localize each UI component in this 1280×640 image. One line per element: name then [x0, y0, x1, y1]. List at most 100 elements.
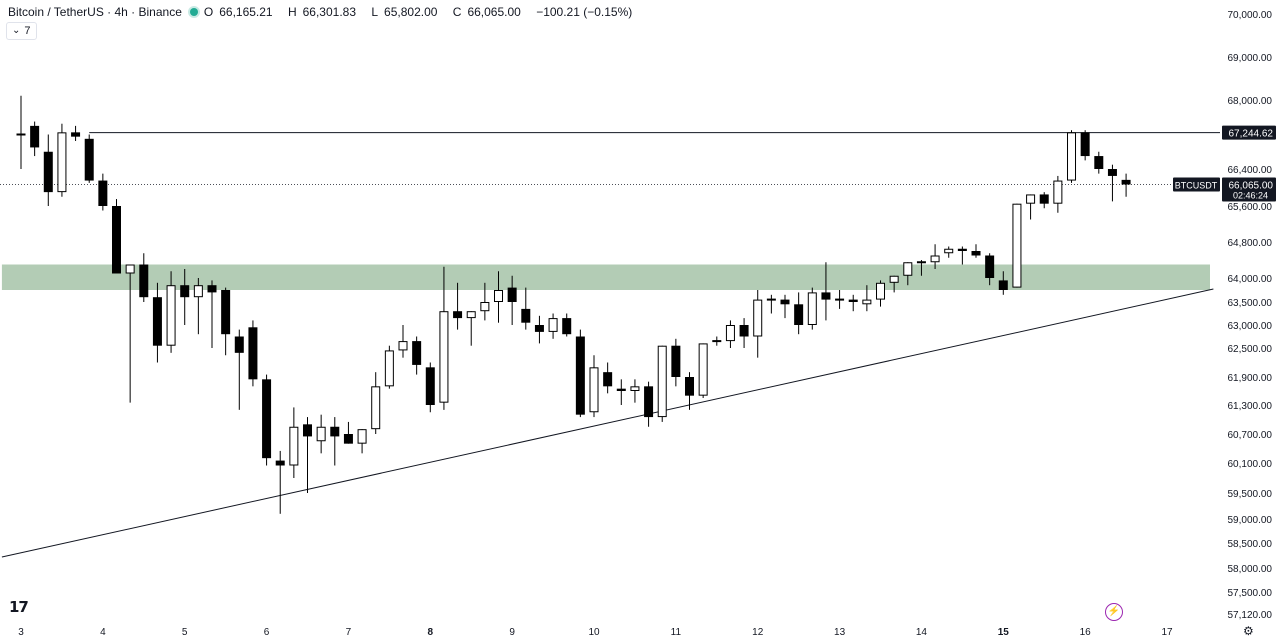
candle: [98, 173, 108, 211]
candle-body: [657, 345, 667, 418]
candle: [1080, 130, 1090, 161]
candle-body: [425, 367, 435, 406]
candle-body: [166, 285, 176, 346]
candle: [1012, 203, 1022, 288]
candle: [439, 266, 449, 410]
candle: [480, 282, 490, 321]
candle: [753, 290, 763, 358]
candle: [57, 123, 67, 197]
candle: [398, 325, 408, 358]
symbol-title[interactable]: Bitcoin / TetherUS · 4h · Binance: [8, 5, 182, 19]
low-label: L: [371, 5, 379, 19]
candle-body: [112, 206, 122, 274]
candle: [725, 320, 735, 348]
candle: [575, 329, 585, 418]
candle: [316, 414, 326, 454]
candle-body: [180, 285, 190, 298]
countdown-label: 02:46:24: [1233, 190, 1268, 200]
gear-icon[interactable]: ⚙: [1243, 624, 1254, 638]
candle-body: [71, 132, 81, 137]
candle-body: [548, 318, 558, 332]
symbol-tag-label: BTCUSDT: [1175, 180, 1218, 190]
support-zone: [1, 264, 1211, 290]
candle: [193, 278, 203, 335]
candle-body: [876, 282, 886, 300]
candle-body: [848, 299, 858, 303]
candle: [794, 292, 804, 335]
indicators-count: 7: [24, 25, 31, 37]
candle-body: [1039, 194, 1049, 204]
candle-body: [712, 340, 722, 343]
candle-body: [944, 248, 954, 254]
y-axis-tick-label: 59,500.00: [1228, 489, 1273, 500]
candle-body: [152, 297, 162, 346]
candle: [957, 246, 967, 265]
symbol-tag: [1173, 177, 1220, 192]
candle: [1067, 130, 1077, 183]
candle: [453, 282, 463, 330]
x-axis-tick-label: 5: [182, 627, 188, 638]
candle: [330, 417, 340, 466]
indicators-toggle-button[interactable]: ⌄ 7: [6, 22, 37, 40]
candle: [112, 199, 122, 274]
candle-body: [862, 299, 872, 305]
candle-body: [766, 298, 776, 301]
candle-body: [644, 386, 654, 418]
candle: [1121, 173, 1131, 197]
candle: [835, 290, 845, 309]
candle-body: [739, 325, 749, 337]
candle: [766, 294, 776, 314]
candle: [644, 381, 654, 427]
x-axis-tick-label: 17: [1161, 627, 1173, 638]
candle-body: [589, 367, 599, 413]
candle-body: [139, 264, 149, 298]
x-axis-tick-label: 9: [509, 627, 515, 638]
x-axis-tick-label: 4: [100, 627, 106, 638]
x-axis-tick-label: 14: [916, 627, 928, 638]
candle: [343, 421, 353, 444]
candle: [507, 275, 517, 325]
candle: [180, 269, 190, 325]
lightning-icon[interactable]: ⚡: [1105, 603, 1123, 621]
candle: [616, 379, 626, 405]
candle: [289, 407, 299, 478]
candle: [1039, 192, 1049, 209]
close-value: 66,065.00: [467, 5, 521, 19]
candle-body: [630, 386, 640, 392]
candle-body: [725, 325, 735, 342]
y-axis-tick-label: 64,000.00: [1228, 274, 1273, 285]
tradingview-logo-icon[interactable]: 17: [9, 598, 29, 616]
candle-body: [916, 261, 926, 264]
candle: [807, 287, 817, 330]
y-axis-tick-label: 70,000.00: [1228, 10, 1273, 21]
candle: [371, 372, 381, 434]
candle: [698, 343, 708, 398]
candle-body: [262, 379, 272, 459]
candle: [1107, 164, 1117, 202]
x-axis-tick-label: 12: [752, 627, 764, 638]
open-label: O: [203, 5, 214, 19]
candle-body: [698, 343, 708, 396]
candle-body: [43, 151, 53, 193]
candle: [384, 345, 394, 389]
candle-body: [521, 308, 531, 323]
market-status-icon: [189, 8, 198, 16]
candle-body: [685, 377, 695, 396]
candle: [562, 313, 572, 337]
y-axis-tick-label: 63,500.00: [1228, 298, 1273, 309]
candle-body: [575, 336, 585, 415]
candle-body: [494, 290, 504, 302]
candle-body: [671, 345, 681, 378]
ohlc-values: O 66,165.21 H 66,301.83 L 65,802.00 C 66,065…: [204, 4, 638, 20]
candle-body: [1067, 132, 1077, 181]
candle: [998, 271, 1008, 295]
y-axis-tick-label: 66,400.00: [1228, 165, 1273, 176]
y-axis-tick-label: 60,700.00: [1228, 430, 1273, 441]
candle: [262, 374, 272, 466]
y-axis-tick-label: 60,100.00: [1228, 459, 1273, 470]
x-axis-tick-label: 8: [428, 627, 434, 638]
candle-body: [603, 372, 613, 387]
candle: [234, 329, 244, 410]
candle: [903, 262, 913, 286]
